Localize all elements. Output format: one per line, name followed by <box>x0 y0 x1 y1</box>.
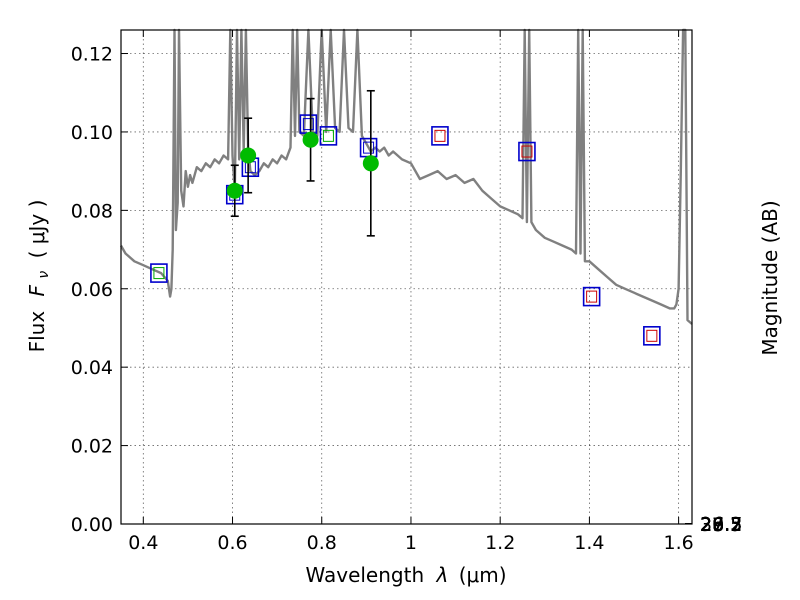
x-tick-label: 0.4 <box>128 532 158 554</box>
x-tick-label: 1.6 <box>664 532 694 554</box>
model-photometry-inner-box <box>153 267 165 280</box>
y-tick-label: 0.02 <box>71 436 113 458</box>
y-axis-label: Flux F ν ( μJy ) <box>25 200 53 353</box>
x-axis-label-unit: (μm) <box>459 563 507 587</box>
x-axis-label-prefix: Wavelength <box>305 563 424 587</box>
y-tick-label: 0.00 <box>71 514 113 536</box>
x-tick-label: 1.2 <box>485 532 515 554</box>
observed-flux-point <box>302 131 319 148</box>
model-photometry-inner-box <box>521 145 533 158</box>
mag-tick-label: 26.7 <box>700 514 742 536</box>
model-photometry-box <box>582 286 601 307</box>
y-tick-label: 0.04 <box>71 357 113 379</box>
y-axis-label-unit: ( μJy ) <box>25 200 49 259</box>
y-tick-label: 0.08 <box>71 200 113 222</box>
model-photometry-inner-box <box>586 290 598 303</box>
model-layer <box>119 28 693 325</box>
observed-flux-point <box>226 182 243 199</box>
y2-axis-label: Magnitude (AB) <box>758 200 782 355</box>
mag-tick-label: 26.2 <box>700 514 742 536</box>
model-photometry-inner-box <box>646 329 658 342</box>
model-photometry-box <box>643 326 661 346</box>
y-tick-label: 0.12 <box>71 44 113 66</box>
y-axis-label-symbol: F <box>25 284 49 296</box>
model-photometry-inner-box <box>322 129 334 142</box>
x-axis-label-symbol: λ <box>436 563 449 587</box>
model-photometry-inner-box <box>363 141 375 154</box>
mag-tick-label: 26.3 <box>700 514 742 536</box>
mag-tick-label: 28 <box>700 514 724 536</box>
model-photometry-box <box>150 263 168 283</box>
x-tick-label: 0.8 <box>307 532 337 554</box>
mag-tick-label: 27 <box>700 514 724 536</box>
x-tick-label: 1 <box>405 532 417 554</box>
mag-tick-label: 29 <box>700 514 724 536</box>
mag-tick-label: 30 <box>700 514 724 536</box>
mag-tick-label: 27.5 <box>700 514 742 536</box>
x-axis-label: Wavelength λ (μm) <box>305 563 506 587</box>
mag-tick-label: 26.5 <box>700 514 742 536</box>
y-axis-label-prefix: Flux <box>25 311 49 353</box>
model-photometry-box <box>431 126 449 146</box>
model-photometry-inner-box <box>434 129 446 142</box>
mag-tick-label: 27.2 <box>700 514 742 536</box>
y-tick-label: 0.10 <box>71 122 113 144</box>
mag-tick-label: 28.5 <box>700 514 742 536</box>
plot-frame <box>120 29 693 525</box>
model-sed-line <box>119 28 693 325</box>
y-tick-label: 0.06 <box>71 279 113 301</box>
model-photometry-box <box>299 114 318 134</box>
model-photometry-inner-box <box>302 118 314 131</box>
x-tick-label: 1.4 <box>574 532 604 554</box>
model-photometry-box <box>319 126 338 146</box>
observed-flux-point <box>362 155 379 172</box>
marker-layer <box>150 89 661 346</box>
y-axis-label-subscript: ν <box>36 271 52 279</box>
tick-layer: 0.4 0.6 0.8 1 1.2 1.4 1.6 0.00 0.02 0.04 0.06 0.08 0… <box>71 30 742 554</box>
observed-flux-point <box>240 147 257 164</box>
model-photometry-box <box>518 141 536 162</box>
x-tick-label: 0.6 <box>217 532 247 554</box>
